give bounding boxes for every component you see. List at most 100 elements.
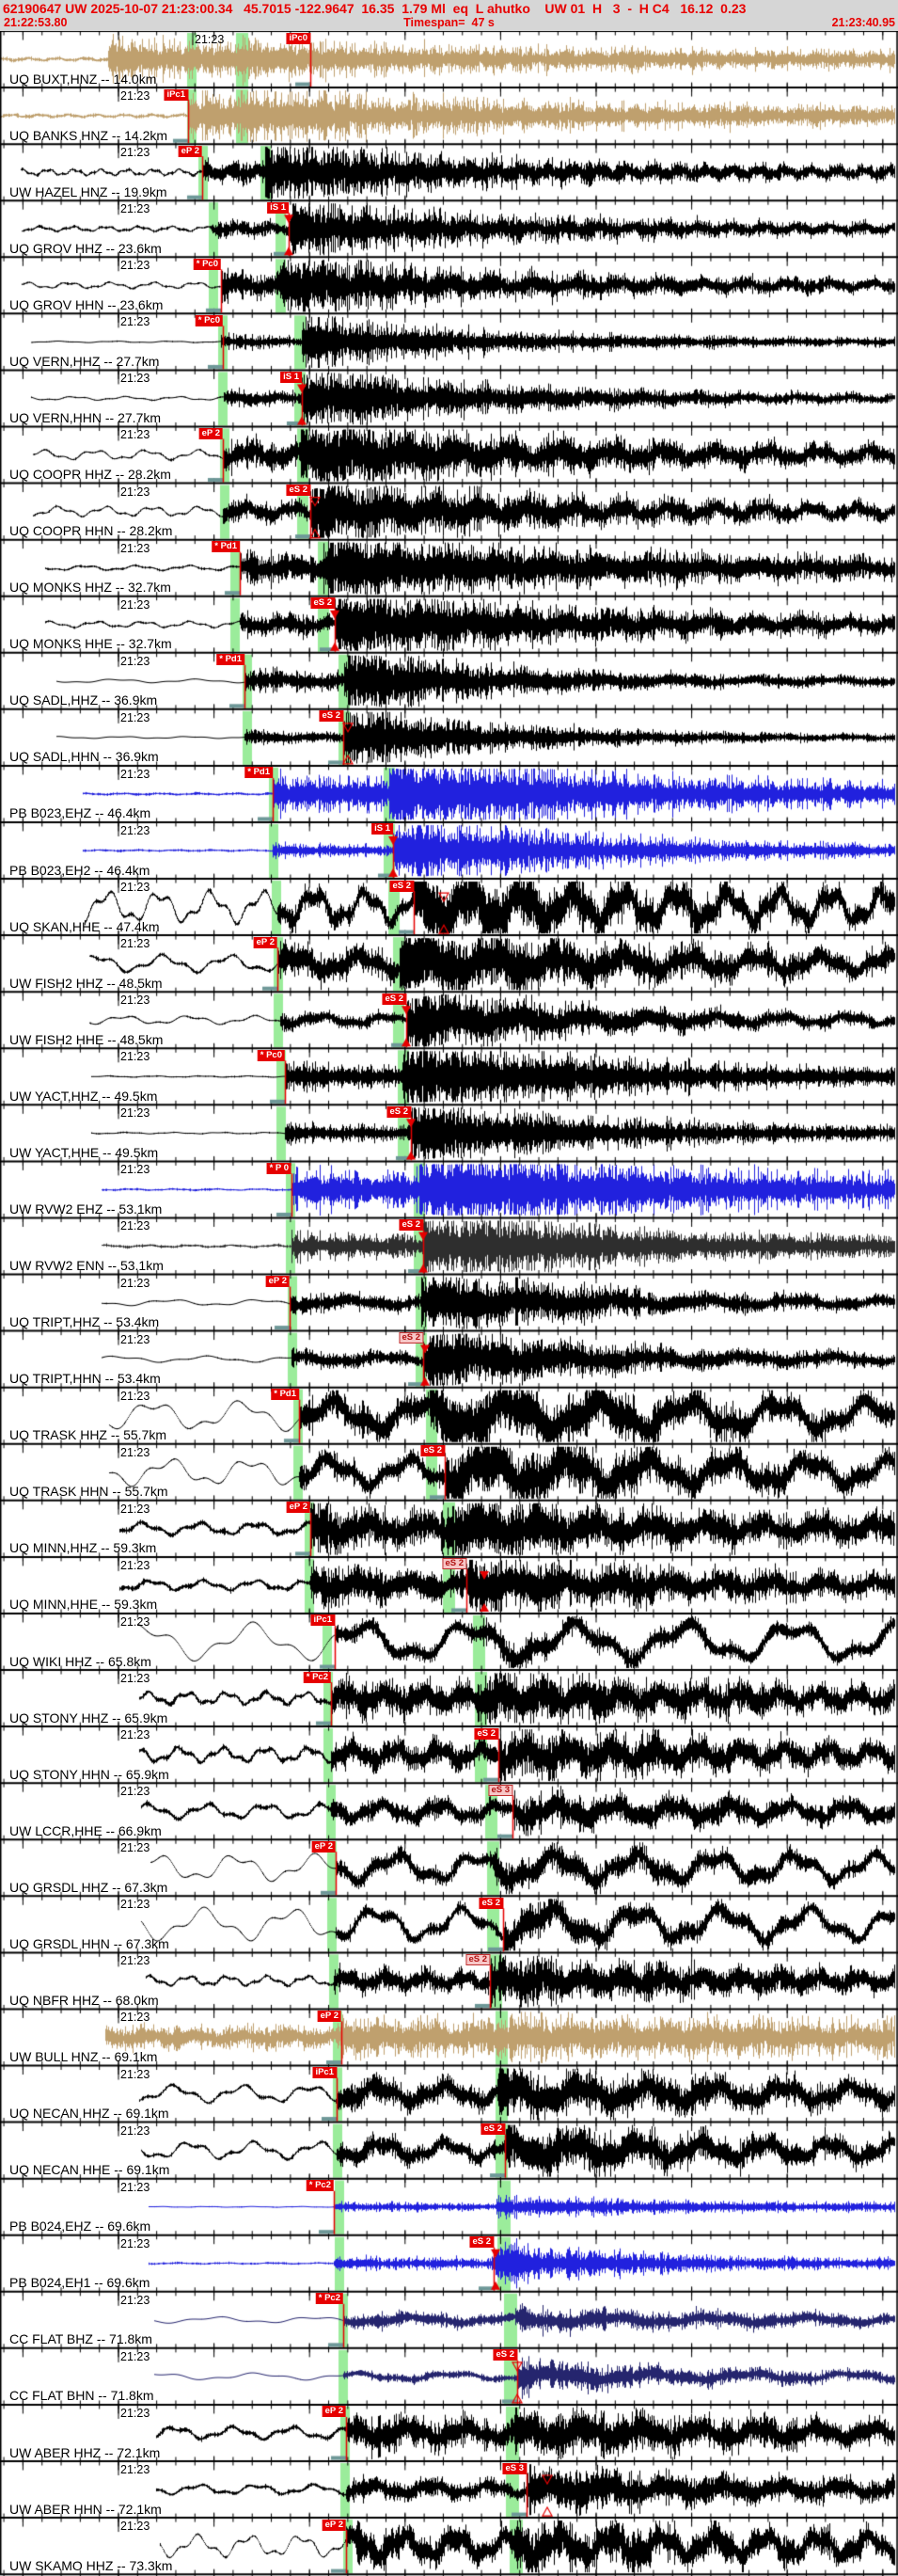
pick-flag[interactable]: eS 2 bbox=[386, 1105, 411, 1118]
trace-row[interactable]: UW RVW2 EHZ -- 53.1km 21:23 * P 0 bbox=[0, 1161, 898, 1217]
pick-flag[interactable]: eS 2 bbox=[319, 710, 343, 723]
pick-flag[interactable]: eS 2 bbox=[286, 485, 310, 497]
station-label: UW ABER HHN -- 72.1km bbox=[9, 2501, 162, 2517]
trace-row[interactable]: CC FLAT BHZ -- 71.8km 21:23 * Pc2 bbox=[0, 2292, 898, 2348]
trace-row[interactable]: UQ SADL,HHZ -- 36.9km 21:23 * Pd1 bbox=[0, 653, 898, 709]
pick-flag[interactable]: eS 2 bbox=[479, 1897, 503, 1909]
trace-row[interactable]: PB B023,EHZ -- 46.4km 21:23 * Pd1 bbox=[0, 766, 898, 822]
pick-flag[interactable]: eS 2 bbox=[465, 1953, 490, 1965]
trace-row[interactable]: UQ TRASK HHN -- 55.7km 21:23 eS 2 bbox=[0, 1444, 898, 1501]
pick-flag[interactable]: eP 2 bbox=[265, 1276, 290, 1288]
pick-flag[interactable]: iS 1 bbox=[371, 823, 393, 835]
pick-flag[interactable]: iPc1 bbox=[310, 1614, 335, 1627]
pick-flag[interactable]: eS 2 bbox=[481, 2123, 505, 2136]
trace-row[interactable]: UQ TRIPT,HHN -- 53.4km 21:23 eS 2 bbox=[0, 1331, 898, 1388]
pick-flag[interactable]: eP 2 bbox=[322, 2406, 346, 2418]
trace-row[interactable]: UQ VERN,HHZ -- 27.7km 21:23 * Pc0 bbox=[0, 313, 898, 370]
trace-row[interactable]: UW FISH2 HHE -- 48.5km 21:23 eS 2 bbox=[0, 992, 898, 1048]
trace-row[interactable]: UQ NECAN HHZ -- 69.1km 21:23 iPc1 bbox=[0, 2066, 898, 2123]
trace-row[interactable]: UW HAZEL HNZ -- 19.9km 21:23 eP 2 bbox=[0, 144, 898, 200]
pick-flag[interactable]: eS 2 bbox=[389, 880, 414, 892]
trace-row[interactable]: UQ COOPR HHN -- 28.2km 21:23 eS 2 bbox=[0, 484, 898, 540]
pick-flag[interactable]: eS 2 bbox=[399, 1332, 423, 1344]
pick-flag[interactable]: * Pc2 bbox=[303, 1671, 331, 1683]
minute-label: 21:23 bbox=[120, 881, 150, 895]
pick-flag[interactable]: eP 2 bbox=[317, 2010, 341, 2022]
trace-row[interactable]: CC FLAT BHN -- 71.8km 21:23 eS 2 bbox=[0, 2348, 898, 2405]
trace-row[interactable]: UW FISH2 HHZ -- 48.5km 21:23 eP 2 bbox=[0, 935, 898, 992]
pick-flag[interactable]: eS 2 bbox=[442, 1558, 466, 1570]
minute-label: 21:23 bbox=[120, 1614, 150, 1629]
trace-row[interactable]: UW ABER HHZ -- 72.1km 21:23 eP 2 bbox=[0, 2405, 898, 2461]
pick-flag[interactable]: eS 2 bbox=[382, 993, 406, 1005]
pick-flag[interactable]: * Pd1 bbox=[244, 767, 273, 779]
pick-flag[interactable]: eS 2 bbox=[399, 1218, 423, 1231]
trace-row[interactable]: UQ MINN,HHE -- 59.3km 21:23 eS 2 bbox=[0, 1557, 898, 1614]
pick-flag[interactable]: eP 2 bbox=[311, 1840, 336, 1852]
minute-label: 21:23 bbox=[120, 2520, 150, 2534]
trace-row[interactable]: UQ MINN,HHZ -- 59.3km 21:23 eP 2 bbox=[0, 1501, 898, 1557]
pick-flag[interactable]: * Pd1 bbox=[271, 1389, 299, 1401]
trace-row[interactable]: UQ MONKS HHE -- 32.7km 21:23 eS 2 bbox=[0, 596, 898, 653]
pick-flag[interactable]: * Pc0 bbox=[257, 1049, 285, 1061]
minute-label: 21:23 bbox=[120, 654, 150, 668]
trace-row[interactable]: PB B024,EHZ -- 69.6km 21:23 * Pc2 bbox=[0, 2179, 898, 2235]
trace-row[interactable]: UQ NBFR HHZ -- 68.0km 21:23 eS 2 bbox=[0, 1952, 898, 2009]
pick-flag[interactable]: * Pc0 bbox=[193, 258, 221, 270]
trace-row[interactable]: UQ GRSDL HHN -- 67.3km 21:23 eS 2 bbox=[0, 1896, 898, 1952]
pick-flag[interactable]: eS 3 bbox=[488, 1784, 512, 1796]
trace-row[interactable]: UQ VERN,HHN -- 27.7km 21:23 iS 1 bbox=[0, 370, 898, 426]
trace-row[interactable]: UW LCCR,HHE -- 66.9km 21:23 eS 3 bbox=[0, 1783, 898, 1839]
trace-row[interactable]: UQ GRSDL HHZ -- 67.3km 21:23 eP 2 bbox=[0, 1839, 898, 1896]
trace-row[interactable]: UQ GROV HHZ -- 23.6km 21:23 iS 1 bbox=[0, 200, 898, 257]
trace-row[interactable]: UQ TRASK HHZ -- 55.7km 21:23 * Pd1 bbox=[0, 1388, 898, 1444]
trace-row[interactable]: UQ COOPR HHZ -- 28.2km 21:23 eP 2 bbox=[0, 426, 898, 483]
trace-row[interactable]: UW SKAMO HHZ -- 73.3km 21:23 eP 2 bbox=[0, 2518, 898, 2574]
pick-flag[interactable]: iS 1 bbox=[280, 371, 302, 383]
pick-flag[interactable]: eP 2 bbox=[286, 1502, 310, 1514]
trace-row[interactable]: PB B024,EH1 -- 69.6km 21:23 eS 2 bbox=[0, 2235, 898, 2292]
pick-flag[interactable]: eS 2 bbox=[474, 1727, 498, 1740]
trace-row[interactable]: UQ MONKS HHZ -- 32.7km 21:23 * Pd1 bbox=[0, 540, 898, 596]
pick-flag[interactable]: eP 2 bbox=[198, 427, 223, 439]
trace-row[interactable]: UQ NECAN HHE -- 69.1km 21:23 eS 2 bbox=[0, 2123, 898, 2179]
trace-row[interactable]: UQ BUXT,HNZ -- 14.0km 21:23 iPc0 bbox=[0, 31, 898, 87]
trace-row[interactable]: UQ SKAN,HHE -- 47.4km 21:23 eS 2 bbox=[0, 879, 898, 935]
pick-flag[interactable]: iPc1 bbox=[164, 88, 188, 101]
pick-flag[interactable]: eS 2 bbox=[469, 2236, 494, 2249]
pick-flag[interactable]: eP 2 bbox=[178, 145, 202, 157]
trace-row[interactable]: UW BULL HNZ -- 69.1km 21:23 eP 2 bbox=[0, 2009, 898, 2065]
minute-label: 21:23 bbox=[120, 1389, 150, 1403]
pick-flag[interactable]: iPc0 bbox=[286, 32, 310, 44]
pick-flag[interactable]: * Pd1 bbox=[216, 654, 244, 666]
pick-flag[interactable]: iPc1 bbox=[312, 2067, 337, 2079]
pick-flag[interactable]: * Pc0 bbox=[195, 314, 223, 326]
trace-row[interactable]: UW YACT,HHZ -- 49.5km 21:23 * Pc0 bbox=[0, 1048, 898, 1105]
trace-row[interactable]: UQ WIKI HHZ -- 65.8km 21:23 iPc1 bbox=[0, 1614, 898, 1670]
trace-row[interactable]: UQ GROV HHN -- 23.6km 21:23 * Pc0 bbox=[0, 257, 898, 313]
pick-flag[interactable]: eS 3 bbox=[502, 2462, 527, 2474]
trace-row[interactable]: UW ABER HHN -- 72.1km 21:23 eS 3 bbox=[0, 2461, 898, 2518]
trace-row[interactable]: UQ BANKS HNZ -- 14.2km 21:23 iPc1 bbox=[0, 87, 898, 144]
minute-label: 21:23 bbox=[120, 485, 150, 499]
trace-row[interactable]: UQ TRIPT,HHZ -- 53.4km 21:23 eP 2 bbox=[0, 1275, 898, 1331]
pick-flag[interactable]: * Pc2 bbox=[315, 2293, 343, 2305]
pick-flag[interactable]: eP 2 bbox=[253, 936, 277, 948]
pick-flag[interactable]: eS 2 bbox=[420, 1445, 445, 1457]
pick-flag[interactable]: iS 1 bbox=[267, 201, 289, 214]
trace-row[interactable]: UQ STONY HHN -- 65.9km 21:23 eS 2 bbox=[0, 1726, 898, 1783]
pick-flag[interactable]: eS 2 bbox=[493, 2349, 517, 2361]
event-summary: 62190647 UW 2025-10-07 21:23:00.34 45.70… bbox=[3, 1, 747, 16]
pick-flag[interactable]: * P 0 bbox=[266, 1162, 291, 1174]
minute-label: 21:23 bbox=[120, 1276, 150, 1290]
trace-row[interactable]: UW RVW2 ENN -- 53.1km 21:23 eS 2 bbox=[0, 1217, 898, 1274]
pick-flag[interactable]: * Pd1 bbox=[212, 541, 240, 553]
pick-flag[interactable]: eP 2 bbox=[322, 2519, 346, 2531]
pick-flag[interactable]: * Pc2 bbox=[306, 2180, 334, 2192]
pick-flag[interactable]: eS 2 bbox=[310, 597, 335, 610]
trace-row[interactable]: PB B023,EH2 -- 46.4km 21:23 iS 1 bbox=[0, 822, 898, 879]
trace-row[interactable]: UQ SADL,HHN -- 36.9km 21:23 eS 2 bbox=[0, 709, 898, 766]
trace-row[interactable]: UQ STONY HHZ -- 65.9km 21:23 * Pc2 bbox=[0, 1670, 898, 1726]
trace-row[interactable]: UW YACT,HHE -- 49.5km 21:23 eS 2 bbox=[0, 1105, 898, 1161]
